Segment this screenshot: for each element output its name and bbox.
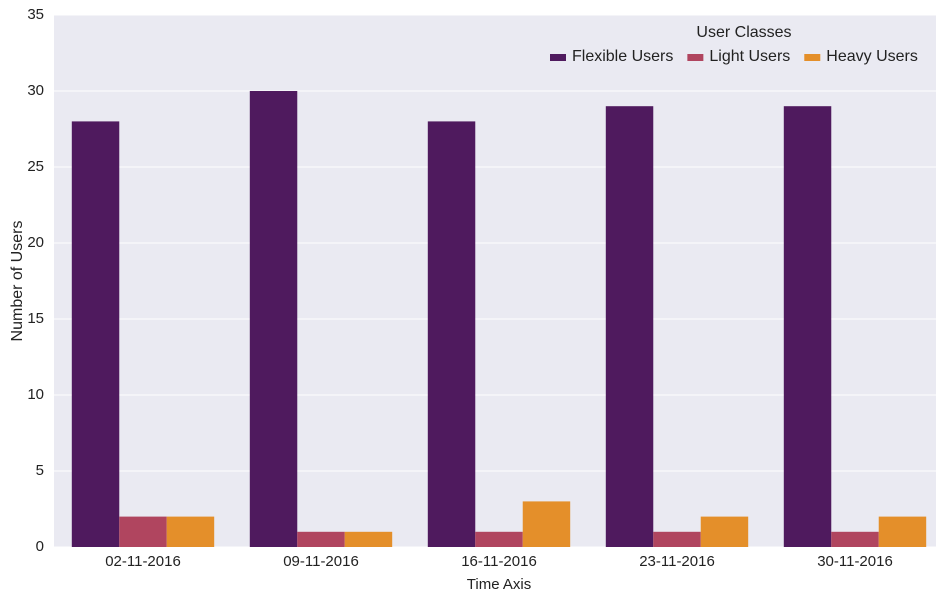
bar [297,531,345,547]
bar [166,516,215,547]
x-tick-label: 16-11-2016 [461,553,537,570]
y-axis-label: Number of Users [9,221,26,342]
bar [427,121,476,548]
bar [878,516,927,547]
legend-swatch [550,54,566,61]
y-tick-label: 15 [27,310,44,327]
legend-label: Light Users [709,48,790,65]
bar [522,501,571,547]
bar [71,121,120,548]
y-tick-label: 25 [27,158,44,175]
y-tick-label: 10 [27,386,44,403]
bar [119,516,167,547]
legend-title: User Classes [696,24,791,41]
bar [700,516,749,547]
x-tick-label: 09-11-2016 [283,553,359,570]
x-axis-label: Time Axis [467,576,531,593]
y-tick-label: 20 [27,234,44,251]
legend-label: Heavy Users [826,48,918,65]
bar [605,106,654,547]
bar [653,531,701,547]
x-tick-label: 30-11-2016 [817,553,893,570]
y-tick-label: 30 [27,82,44,99]
x-tick-label: 02-11-2016 [105,553,181,570]
bar [831,531,879,547]
y-tick-label: 35 [27,6,44,23]
legend-label: Flexible Users [572,48,673,65]
y-tick-label: 0 [36,538,44,555]
y-tick-label: 5 [36,462,44,479]
bar [475,531,523,547]
bar [249,91,298,547]
bar [344,531,393,547]
x-tick-label: 23-11-2016 [639,553,715,570]
bars [71,91,927,548]
bar [783,106,832,547]
legend-swatch [804,54,821,61]
legend-swatch [687,54,704,61]
